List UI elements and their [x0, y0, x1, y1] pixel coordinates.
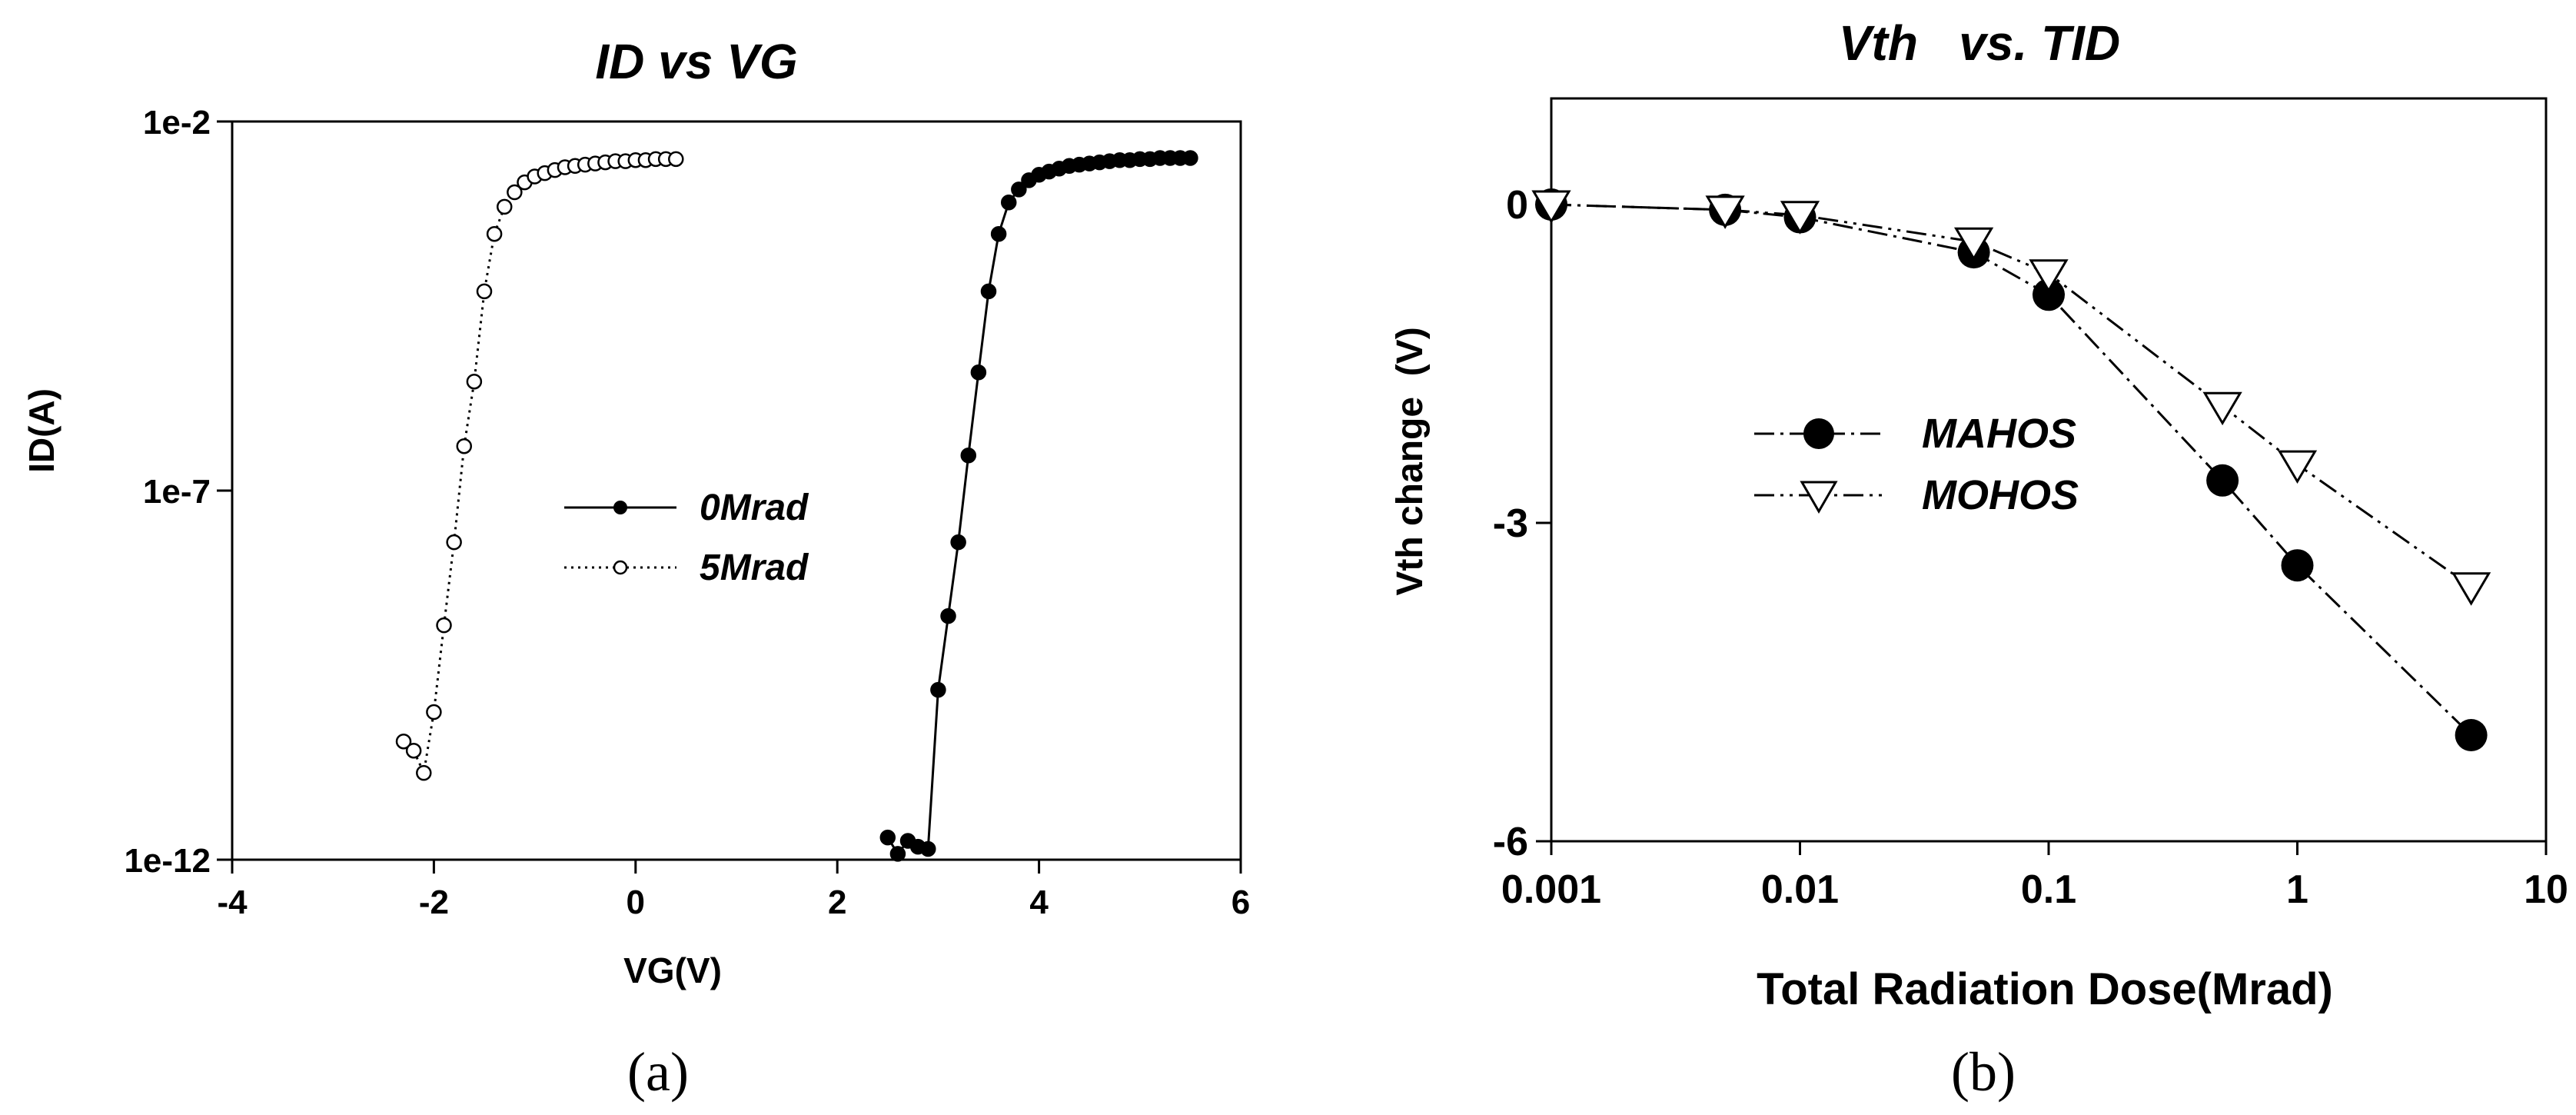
chart-a-point-5mrad [486, 225, 503, 242]
caption-a: (a) [627, 1041, 689, 1103]
chart-a-point-0mrad [1000, 195, 1017, 211]
chart-a-point-0mrad [970, 364, 987, 381]
chart-b-point-mohos [2202, 391, 2242, 426]
legend-b-label-mohos: MOHOS [1922, 472, 2079, 518]
chart-a-x-tick-label: -2 [419, 884, 449, 921]
chart-b-x-tick-label: 1 [2286, 867, 2308, 912]
chart-b-y-tick-label: -6 [1493, 820, 1528, 864]
chart-a-x-ticks: -4 -2 0 2 4 6 [217, 860, 1250, 921]
chart-a-x-tick-label: -4 [217, 884, 248, 921]
chart-b-x-axis-label: Total Radiation Dose(Mrad) [1757, 964, 2333, 1014]
legend-a-marker-0mrad [613, 501, 627, 514]
chart-b-series [1531, 188, 2491, 751]
chart-b-title: Vth vs. TID [1839, 15, 2120, 71]
legend-a-label-5mrad: 5Mrad [700, 548, 809, 588]
legend-b-label-mahos: MAHOS [1922, 411, 2076, 457]
chart-b-x-ticks: 0.001 0.01 0.1 1 10 [1501, 841, 2568, 912]
chart-a-x-axis-label: VG(V) [623, 950, 722, 990]
chart-a-point-0mrad [950, 534, 966, 551]
chart-a-x-tick-label: 0 [627, 884, 645, 921]
chart-b-point-mahos [2033, 278, 2065, 311]
chart-a-point-5mrad [668, 151, 684, 168]
chart-b-legend: MAHOS MOHOS [1754, 411, 2079, 518]
chart-b-point-mohos [1780, 201, 1820, 235]
chart-a-series [395, 150, 1198, 862]
chart-a-point-5mrad [395, 733, 412, 750]
chart-b-y-axis-label: Vth change (V) [1390, 327, 1431, 595]
chart-a-point-0mrad [889, 846, 906, 862]
chart-a-y-axis-label: ID(A) [22, 388, 61, 473]
chart-b-point-mohos [2029, 259, 2069, 293]
chart-a-point-0mrad [879, 829, 896, 846]
chart-b-x-tick-label: 0.01 [1761, 867, 1839, 912]
chart-a-point-5mrad [416, 764, 432, 781]
chart-a-y-ticks: 1e-12 1e-7 1e-2 [124, 104, 232, 880]
chart-a-y-tick-label: 1e-7 [143, 473, 211, 511]
chart-b-point-mahos [2281, 549, 2314, 582]
chart-b-point-mohos [2451, 572, 2491, 606]
chart-a-series-line-5mrad [403, 158, 676, 777]
chart-a-legend: 0Mrad 5Mrad [564, 488, 809, 588]
chart-a-point-0mrad [930, 681, 946, 698]
chart-b-x-tick-label: 10 [2524, 867, 2568, 912]
chart-a-point-0mrad [1182, 150, 1198, 166]
legend-b-marker-mahos [1803, 418, 1834, 449]
chart-b-point-mohos [2277, 450, 2318, 484]
chart-a-y-tick-label: 1e-12 [124, 842, 211, 880]
chart-b-point-mohos [1531, 190, 1571, 224]
chart-a-x-tick-label: 2 [828, 884, 846, 921]
chart-a-point-5mrad [507, 184, 523, 201]
chart-a-point-0mrad [1011, 181, 1027, 198]
chart-a-point-5mrad [436, 617, 452, 634]
panel-a-id-vs-vg: ID vs VG -4 -2 0 2 4 6 1e-12 1e-7 1e-2 VG(V) ID… [22, 34, 1250, 1103]
panel-b-vth-vs-tid: Vth vs. TID 0.001 0.01 0.1 1 10 -6 -3 0 Total … [1390, 15, 2568, 1103]
chart-a-point-0mrad [940, 607, 956, 624]
chart-b-point-mohos [1705, 195, 1745, 229]
chart-a-point-5mrad [456, 438, 473, 454]
legend-a-marker-5mrad [613, 560, 628, 575]
chart-a-point-5mrad [405, 742, 422, 759]
chart-b-series-line-mahos [1551, 203, 2472, 737]
chart-b-series-line-mohos [1551, 203, 2472, 588]
chart-a-point-0mrad [920, 840, 936, 857]
chart-a-point-0mrad [960, 447, 977, 464]
chart-a-title: ID vs VG [595, 34, 797, 89]
legend-b-marker-mohos [1800, 481, 1838, 514]
chart-b-point-mahos [2206, 464, 2239, 497]
legend-a-label-0mrad: 0Mrad [700, 488, 809, 528]
chart-b-y-ticks: -6 -3 0 [1493, 183, 1551, 864]
chart-b-point-mohos [1953, 227, 1994, 261]
chart-a-point-5mrad [476, 283, 493, 300]
chart-a-point-5mrad [446, 534, 462, 551]
chart-b-y-tick-label: -3 [1493, 501, 1528, 546]
chart-a-series-line-0mrad [886, 157, 1191, 857]
chart-b-x-tick-label: 0.001 [1501, 867, 1601, 912]
chart-b-x-tick-label: 0.1 [2021, 867, 2076, 912]
chart-b-point-mahos [2455, 719, 2488, 751]
chart-a-x-tick-label: 6 [1231, 884, 1250, 921]
chart-a-point-5mrad [496, 198, 513, 215]
chart-b-y-tick-label: 0 [1506, 183, 1528, 228]
caption-b: (b) [1951, 1041, 2016, 1103]
chart-a-point-0mrad [990, 225, 1007, 242]
chart-a-point-5mrad [426, 704, 442, 721]
chart-a-x-tick-label: 4 [1029, 884, 1049, 921]
chart-a-y-tick-label: 1e-2 [143, 104, 211, 141]
chart-a-point-5mrad [466, 373, 483, 390]
chart-a-point-0mrad [980, 283, 997, 300]
